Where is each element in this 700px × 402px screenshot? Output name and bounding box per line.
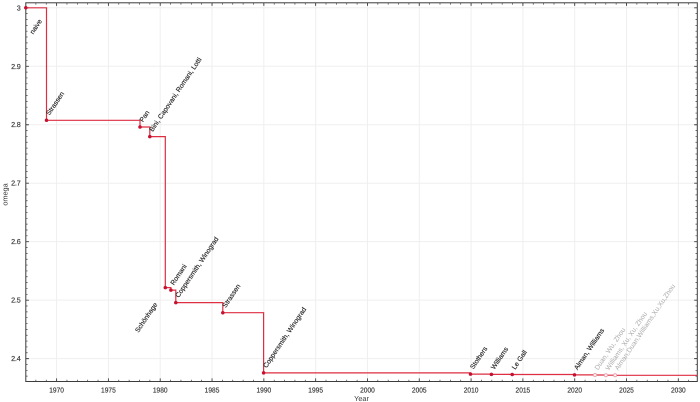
- svg-text:2010: 2010: [464, 385, 479, 394]
- svg-text:2.7: 2.7: [11, 179, 21, 188]
- svg-text:2.5: 2.5: [11, 296, 21, 305]
- svg-text:2015: 2015: [516, 385, 531, 394]
- svg-text:1980: 1980: [153, 385, 168, 394]
- svg-text:1985: 1985: [205, 385, 220, 394]
- svg-text:omega: omega: [1, 182, 10, 205]
- svg-text:2005: 2005: [412, 385, 427, 394]
- svg-text:2.9: 2.9: [11, 62, 21, 71]
- svg-text:2020: 2020: [567, 385, 582, 394]
- svg-text:1975: 1975: [101, 385, 116, 394]
- svg-text:2.6: 2.6: [11, 237, 21, 246]
- svg-text:1970: 1970: [49, 385, 64, 394]
- svg-text:1995: 1995: [308, 385, 323, 394]
- svg-text:2025: 2025: [619, 385, 634, 394]
- svg-text:3: 3: [17, 3, 21, 12]
- svg-text:1990: 1990: [256, 385, 271, 394]
- svg-text:2.8: 2.8: [11, 120, 21, 129]
- svg-text:2000: 2000: [360, 385, 375, 394]
- svg-text:2.4: 2.4: [11, 354, 21, 363]
- svg-text:Year: Year: [354, 394, 369, 402]
- svg-text:2030: 2030: [671, 385, 686, 394]
